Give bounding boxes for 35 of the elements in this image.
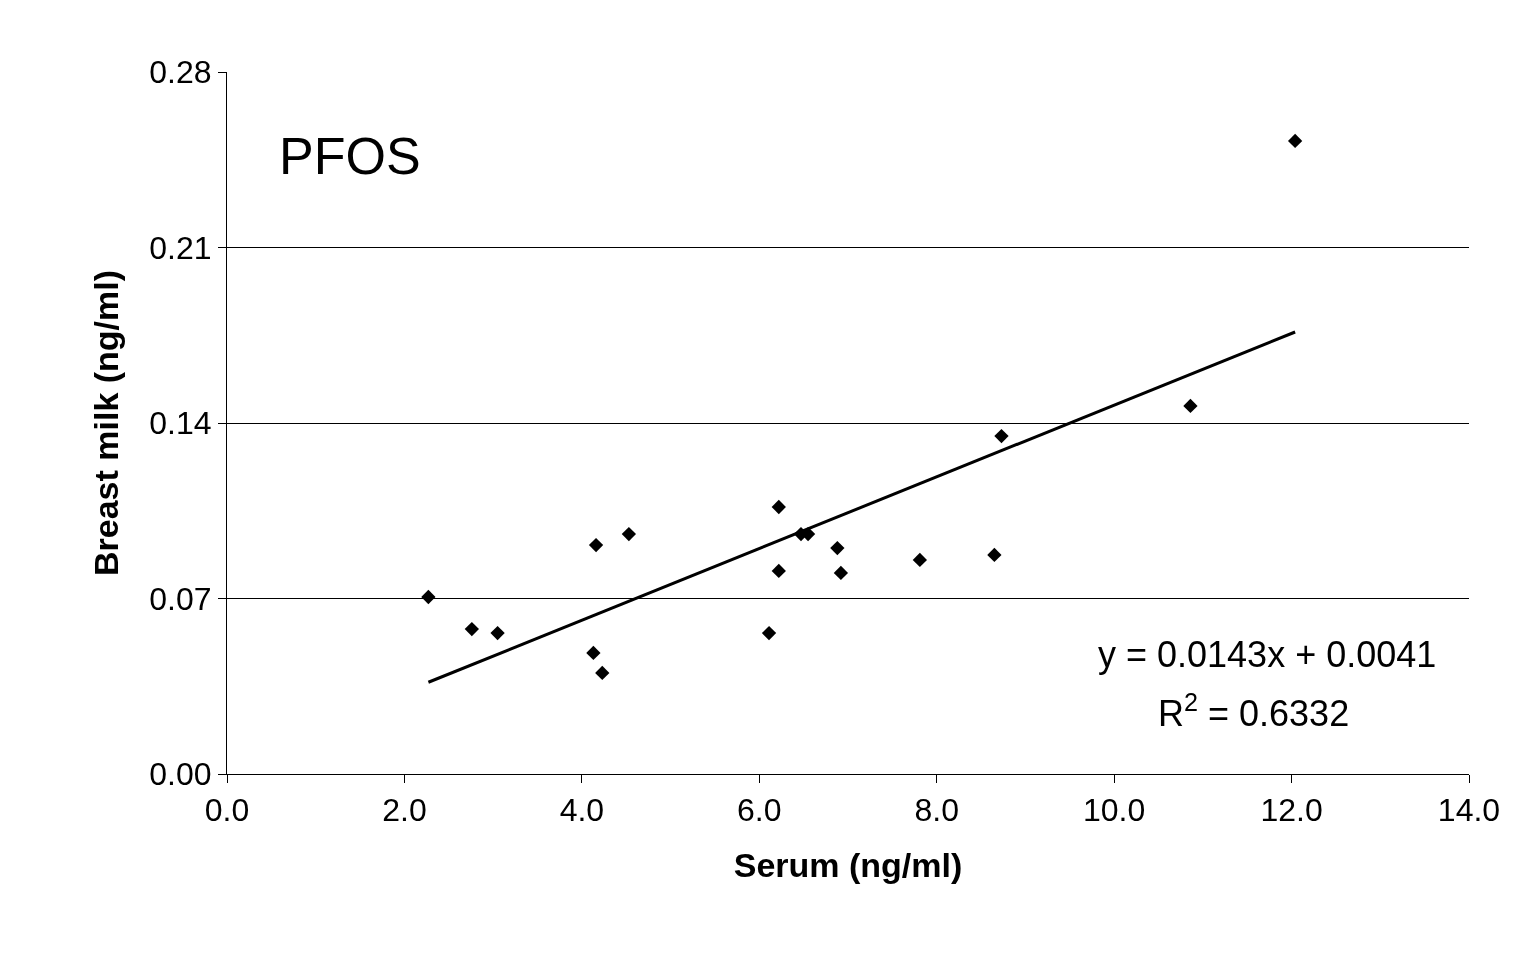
point [595,665,610,681]
annotation: y = 0.0143x + 0.0041 [1098,634,1437,675]
point [588,537,604,553]
x-tick-label: 8.0 [914,792,959,829]
point [621,526,637,542]
point [761,625,777,641]
point [830,540,845,556]
x-tick-label: 10.0 [1083,792,1146,829]
y-tick-label: 0.21 [149,229,212,266]
point [771,563,786,579]
annotation: R$^{2}$ = 0.6332 [1158,688,1350,735]
y-tick-label: 0.14 [149,405,212,442]
y-axis-title: Breast milk (ng/ml) [86,269,125,577]
y-tick-label: 0.28 [149,54,212,91]
point [586,645,601,661]
x-tick-label: 4.0 [559,792,605,829]
point [912,552,928,568]
x-tick-label: 6.0 [737,792,782,829]
x-tick-label: 0.0 [204,792,250,829]
point [1183,398,1198,414]
point [421,589,436,605]
x-tick-label: 14.0 [1437,792,1501,829]
point [833,565,849,581]
point [994,428,1009,444]
point [987,547,1002,563]
point [464,621,479,637]
point [771,499,786,515]
x-axis-title: Serum (ng/ml) [733,845,963,884]
point [1287,133,1303,149]
annotation: PFOS [279,127,421,185]
x-tick-label: 2.0 [382,792,427,829]
y-tick-label: 0.00 [149,756,212,793]
y-tick-label: 0.07 [149,580,212,617]
x-tick-label: 12.0 [1260,792,1323,829]
point [490,625,505,641]
